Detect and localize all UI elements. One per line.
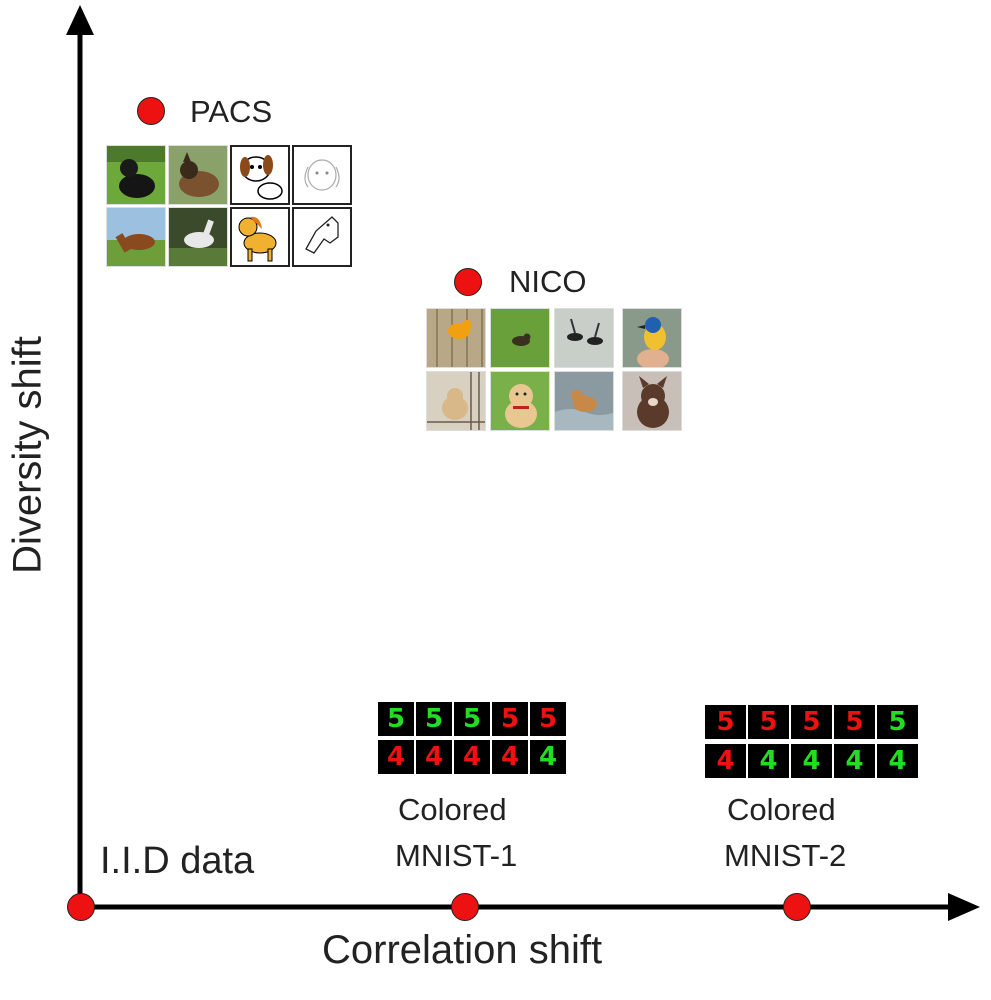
nico-dog-cage: [426, 371, 486, 431]
cmnist2-label-line1: Colored: [727, 792, 836, 827]
nico-dog-grass: [490, 371, 550, 431]
pacs-photo-dog-1: [106, 145, 166, 205]
cmnist1-digit: 4: [378, 740, 414, 774]
nico-birds-water: [554, 308, 614, 368]
pacs-sketch-dog: [292, 145, 352, 205]
pacs-cartoon-horse: [230, 207, 290, 267]
cmnist1-digit: 4: [492, 740, 528, 774]
nico-bird-grass: [490, 308, 550, 368]
cmnist2-digit: 5: [877, 705, 918, 739]
nico-point: [454, 268, 482, 296]
cmnist1-digit: 5: [378, 702, 414, 736]
nico-bird-hand: [622, 308, 682, 368]
cmnist2-digit: 5: [748, 705, 789, 739]
pacs-point: [137, 97, 165, 125]
cmnist1-label-line2: MNIST-1: [395, 838, 518, 873]
y-axis-label: Diversity shift: [5, 336, 50, 574]
nico-label: NICO: [509, 264, 587, 299]
cmnist2-digit: 4: [791, 744, 832, 778]
pacs-image-grid: [106, 145, 354, 269]
cmnist1-digit-grid: 5 5 5 5 5 4 4 4 4 4: [378, 702, 568, 776]
cmnist1-point: [451, 893, 479, 921]
cmnist2-point: [783, 893, 811, 921]
x-axis-label: Correlation shift: [322, 928, 603, 972]
cmnist1-digit: 4: [530, 740, 566, 774]
nico-image-grid: [426, 308, 684, 432]
cmnist1-digit: 5: [416, 702, 452, 736]
cmnist2-digit: 4: [877, 744, 918, 778]
pacs-photo-horse-2: [168, 207, 228, 267]
nico-bird-cage: [426, 308, 486, 368]
cmnist2-digit: 4: [834, 744, 875, 778]
pacs-label: PACS: [190, 94, 273, 129]
pacs-cartoon-dog: [230, 145, 290, 205]
cmnist1-digit: 4: [416, 740, 452, 774]
cmnist2-digit: 4: [705, 744, 746, 778]
nico-dog-puppy: [622, 371, 682, 431]
cmnist1-digit: 5: [454, 702, 490, 736]
cmnist1-digit: 5: [530, 702, 566, 736]
iid-point: [67, 893, 95, 921]
cmnist2-digit: 5: [791, 705, 832, 739]
cmnist2-digit: 5: [705, 705, 746, 739]
cmnist2-digit-grid: 5 5 5 5 5 4 4 4 4 4: [705, 705, 921, 781]
pacs-photo-dog-2: [168, 145, 228, 205]
cmnist1-digit: 4: [454, 740, 490, 774]
cmnist2-digit: 4: [748, 744, 789, 778]
cmnist1-label-line1: Colored: [398, 792, 507, 827]
pacs-sketch-horse: [292, 207, 352, 267]
pacs-photo-horse-1: [106, 207, 166, 267]
cmnist1-digit: 5: [492, 702, 528, 736]
nico-dog-water: [554, 371, 614, 431]
cmnist2-digit: 5: [834, 705, 875, 739]
iid-label: I.I.D data: [100, 840, 255, 882]
cmnist2-label-line2: MNIST-2: [724, 838, 847, 873]
y-axis-arrowhead: [66, 5, 94, 35]
x-axis-arrowhead: [948, 893, 980, 921]
